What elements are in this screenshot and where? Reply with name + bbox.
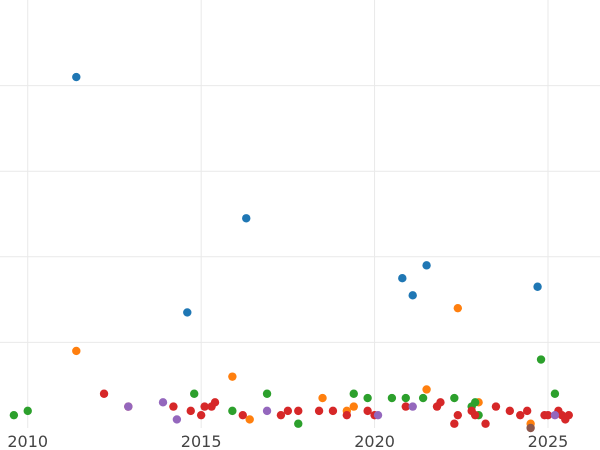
scatter-point bbox=[172, 415, 182, 424]
scatter-point bbox=[536, 355, 546, 364]
scatter-point bbox=[363, 406, 372, 416]
scatter-point bbox=[453, 303, 463, 313]
scatter-point bbox=[294, 406, 303, 416]
scatter-point bbox=[318, 393, 327, 403]
grid-layer bbox=[0, 0, 600, 428]
scatter-point bbox=[526, 423, 535, 433]
scatter-point bbox=[363, 393, 372, 403]
scatter-point bbox=[401, 402, 410, 411]
scatter-point bbox=[387, 393, 397, 403]
scatter-point bbox=[72, 72, 81, 82]
scatter-point bbox=[543, 410, 553, 420]
scatter-point bbox=[481, 419, 490, 428]
scatter-point bbox=[422, 385, 431, 394]
series-group bbox=[72, 303, 535, 428]
series-group bbox=[9, 355, 560, 428]
scatter-point bbox=[453, 410, 463, 420]
scatter-point bbox=[564, 410, 573, 420]
scatter-point bbox=[550, 389, 560, 398]
scatter-point bbox=[294, 419, 303, 428]
scatter-point bbox=[9, 410, 19, 420]
scatter-point bbox=[158, 398, 168, 407]
scatter-point bbox=[450, 393, 459, 403]
data-points bbox=[9, 72, 573, 433]
scatter-point bbox=[186, 406, 195, 416]
scatter-point bbox=[516, 410, 525, 420]
scatter-point bbox=[169, 402, 178, 411]
scatter-point bbox=[342, 410, 352, 420]
scatter-point bbox=[550, 410, 560, 420]
scatter-point bbox=[210, 398, 220, 407]
x-axis-ticks: 2010 2015 2020 2025 bbox=[7, 432, 568, 450]
x-tick-label: 2015 bbox=[181, 432, 222, 450]
scatter-point bbox=[450, 419, 459, 428]
scatter-point bbox=[349, 402, 358, 411]
x-tick-label: 2025 bbox=[528, 432, 569, 450]
x-tick-label: 2020 bbox=[354, 432, 395, 450]
scatter-point bbox=[418, 393, 428, 403]
scatter-point bbox=[408, 402, 417, 411]
scatter-point bbox=[200, 402, 209, 411]
series-group bbox=[526, 423, 535, 433]
scatter-point bbox=[398, 274, 407, 283]
scatter-point bbox=[470, 410, 480, 420]
scatter-point bbox=[436, 398, 445, 407]
scatter-point bbox=[328, 406, 338, 416]
scatter-point bbox=[533, 282, 542, 291]
scatter-point bbox=[522, 406, 532, 416]
scatter-point bbox=[408, 291, 417, 300]
x-tick-label: 2010 bbox=[7, 432, 48, 450]
scatter-point bbox=[401, 393, 410, 403]
scatter-point bbox=[183, 308, 192, 317]
scatter-point bbox=[238, 410, 247, 420]
scatter-point bbox=[196, 410, 206, 420]
scatter-point bbox=[373, 410, 383, 420]
scatter-point bbox=[283, 406, 293, 416]
scatter-point bbox=[23, 406, 32, 416]
series-group bbox=[99, 389, 573, 428]
scatter-point bbox=[422, 261, 431, 270]
scatter-point bbox=[491, 402, 501, 411]
scatter-point bbox=[314, 406, 324, 416]
scatter-point bbox=[242, 214, 251, 223]
scatter-point bbox=[505, 406, 515, 416]
scatter-point bbox=[228, 406, 237, 416]
scatter-point bbox=[276, 410, 286, 420]
scatter-point bbox=[262, 406, 272, 416]
scatter-point bbox=[262, 389, 272, 398]
scatter-point bbox=[470, 398, 480, 407]
series-group bbox=[72, 72, 542, 317]
scatter-point bbox=[72, 346, 81, 356]
series-group bbox=[124, 398, 560, 424]
scatter-point bbox=[228, 372, 237, 381]
scatter-point bbox=[245, 415, 254, 424]
scatter-point bbox=[349, 389, 358, 398]
scatter-point bbox=[99, 389, 109, 398]
scatter-point bbox=[190, 389, 199, 398]
scatter-point bbox=[124, 402, 133, 411]
